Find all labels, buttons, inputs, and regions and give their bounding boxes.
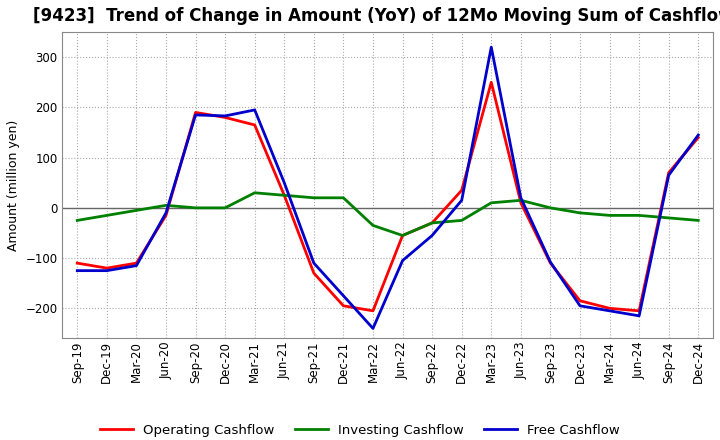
Free Cashflow [73,268,81,273]
Operating Cashflow [310,271,318,276]
Operating Cashflow [457,187,466,193]
Free Cashflow [694,132,703,138]
Title: [9423]  Trend of Change in Amount (YoY) of 12Mo Moving Sum of Cashflows: [9423] Trend of Change in Amount (YoY) o… [32,7,720,25]
Investing Cashflow [457,218,466,223]
Investing Cashflow [606,213,614,218]
Operating Cashflow [694,135,703,140]
Investing Cashflow [635,213,644,218]
Free Cashflow [251,107,259,113]
Free Cashflow [280,180,289,185]
Operating Cashflow [546,260,554,266]
Free Cashflow [398,258,407,263]
Free Cashflow [369,326,377,331]
Operating Cashflow [369,308,377,313]
Free Cashflow [162,210,171,216]
Operating Cashflow [192,110,200,115]
Investing Cashflow [516,198,525,203]
Free Cashflow [102,268,111,273]
Free Cashflow [546,260,554,265]
Investing Cashflow [576,210,585,216]
Operating Cashflow [576,298,585,304]
Free Cashflow [132,263,140,268]
Operating Cashflow [665,170,673,175]
Operating Cashflow [516,200,525,205]
Line: Free Cashflow: Free Cashflow [77,47,698,328]
Operating Cashflow [398,233,407,238]
Investing Cashflow [280,193,289,198]
Legend: Operating Cashflow, Investing Cashflow, Free Cashflow: Operating Cashflow, Investing Cashflow, … [95,418,625,440]
Operating Cashflow [221,115,230,120]
Free Cashflow [339,293,348,298]
Free Cashflow [221,113,230,118]
Investing Cashflow [310,195,318,201]
Investing Cashflow [665,215,673,220]
Investing Cashflow [132,208,140,213]
Operating Cashflow [280,193,289,198]
Investing Cashflow [73,218,81,223]
Operating Cashflow [635,308,644,313]
Line: Operating Cashflow: Operating Cashflow [77,82,698,311]
Operating Cashflow [251,122,259,128]
Investing Cashflow [487,200,495,205]
Free Cashflow [635,313,644,319]
Free Cashflow [576,303,585,308]
Investing Cashflow [398,233,407,238]
Operating Cashflow [73,260,81,266]
Operating Cashflow [487,80,495,85]
Free Cashflow [516,195,525,201]
Operating Cashflow [132,260,140,266]
Investing Cashflow [694,218,703,223]
Operating Cashflow [162,213,171,218]
Investing Cashflow [546,205,554,210]
Investing Cashflow [339,195,348,201]
Free Cashflow [457,198,466,203]
Line: Investing Cashflow: Investing Cashflow [77,193,698,235]
Free Cashflow [665,172,673,178]
Operating Cashflow [428,220,436,226]
Operating Cashflow [606,306,614,311]
Free Cashflow [310,260,318,266]
Y-axis label: Amount (million yen): Amount (million yen) [7,120,20,251]
Investing Cashflow [162,203,171,208]
Investing Cashflow [221,205,230,210]
Investing Cashflow [428,220,436,226]
Free Cashflow [192,112,200,117]
Operating Cashflow [102,265,111,271]
Free Cashflow [428,233,436,238]
Investing Cashflow [192,205,200,210]
Investing Cashflow [369,223,377,228]
Free Cashflow [487,44,495,50]
Investing Cashflow [102,213,111,218]
Investing Cashflow [251,190,259,195]
Operating Cashflow [339,303,348,308]
Free Cashflow [606,308,614,313]
